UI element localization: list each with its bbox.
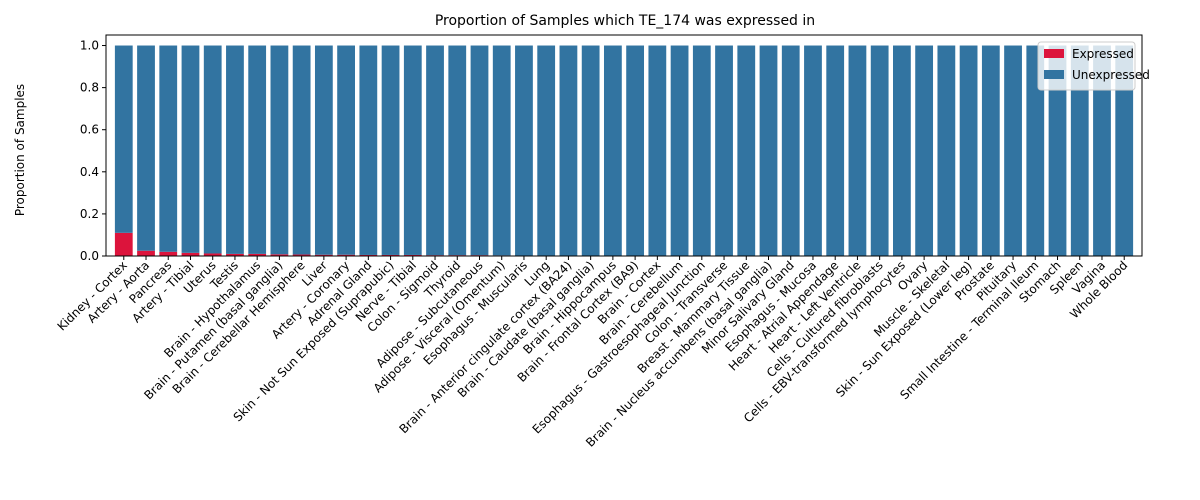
chart-title: Proportion of Samples which TE_174 was e… xyxy=(435,13,815,29)
bar-unexpressed xyxy=(337,45,355,255)
bar-unexpressed xyxy=(381,45,400,255)
bar-unexpressed xyxy=(181,45,200,253)
y-axis: 0.0 0.2 0.4 0.6 0.8 1.0 xyxy=(80,39,106,263)
bar-unexpressed xyxy=(1115,45,1134,257)
bar-unexpressed xyxy=(648,45,667,257)
bar-expressed xyxy=(403,254,422,256)
bar-unexpressed xyxy=(737,45,756,257)
bar-unexpressed xyxy=(292,45,311,255)
bar-expressed xyxy=(381,254,400,256)
bar-unexpressed xyxy=(603,45,622,257)
bar-expressed xyxy=(270,254,289,256)
bar-unexpressed xyxy=(626,45,645,257)
bar-unexpressed xyxy=(1048,45,1067,257)
y-tick-label: 0.8 xyxy=(80,81,99,95)
bar-unexpressed xyxy=(426,45,444,256)
bar-expressed xyxy=(114,232,133,256)
bar-unexpressed xyxy=(270,45,289,255)
y-tick-label: 0.2 xyxy=(80,207,99,221)
y-tick-label: 0.0 xyxy=(80,249,99,263)
bar-expressed xyxy=(359,254,378,256)
bar-unexpressed xyxy=(848,45,867,257)
bar-unexpressed xyxy=(537,45,556,257)
bar-unexpressed xyxy=(670,45,689,257)
bar-unexpressed xyxy=(826,45,845,257)
bar-expressed xyxy=(226,253,244,256)
bar-unexpressed xyxy=(715,45,733,257)
bar-unexpressed xyxy=(559,45,578,257)
bar-unexpressed xyxy=(470,45,489,256)
bar-unexpressed xyxy=(937,45,956,257)
legend-label: Unexpressed xyxy=(1072,68,1150,82)
legend-swatch xyxy=(1044,49,1064,58)
bar-expressed xyxy=(203,253,222,256)
bar-unexpressed xyxy=(314,45,333,255)
bar-unexpressed xyxy=(1093,45,1111,257)
bar-unexpressed xyxy=(893,45,911,257)
y-tick-label: 1.0 xyxy=(80,39,99,53)
bar-unexpressed xyxy=(981,45,1000,257)
y-axis-label: Proportion of Samples xyxy=(13,84,27,216)
bar-unexpressed xyxy=(870,45,889,257)
bar-unexpressed xyxy=(804,45,822,257)
bar-unexpressed xyxy=(114,45,133,233)
legend-swatch xyxy=(1044,70,1064,79)
bar-expressed xyxy=(137,250,155,256)
y-tick-label: 0.4 xyxy=(80,165,99,179)
legend: Expressed Unexpressed xyxy=(1037,41,1150,91)
bar-unexpressed xyxy=(226,45,244,254)
bar-unexpressed xyxy=(448,45,467,256)
bar-unexpressed xyxy=(137,45,155,251)
bar-unexpressed xyxy=(915,45,934,257)
bar-expressed xyxy=(159,251,178,256)
bar-unexpressed xyxy=(1070,45,1089,257)
bar-expressed xyxy=(181,252,200,256)
plot-frame xyxy=(105,34,1143,257)
bar-unexpressed xyxy=(203,45,222,254)
bar-unexpressed xyxy=(759,45,778,257)
bar-unexpressed xyxy=(492,45,511,256)
bar-expressed xyxy=(292,254,311,256)
bar-unexpressed xyxy=(403,45,422,255)
bar-expressed xyxy=(337,254,355,256)
legend-label: Expressed xyxy=(1072,47,1134,61)
bar-expressed xyxy=(314,254,333,256)
bar-unexpressed xyxy=(1004,45,1022,257)
bar-unexpressed xyxy=(159,45,178,252)
bar-unexpressed xyxy=(248,45,267,254)
bars-group xyxy=(114,45,1134,257)
bar-unexpressed xyxy=(692,45,711,257)
bar-unexpressed xyxy=(959,45,978,257)
bar-unexpressed xyxy=(1026,45,1045,257)
bar-unexpressed xyxy=(581,45,600,257)
bar-unexpressed xyxy=(515,45,533,257)
bar-unexpressed xyxy=(359,45,378,255)
bar-unexpressed xyxy=(781,45,800,257)
y-tick-label: 0.6 xyxy=(80,123,99,137)
bar-expressed xyxy=(248,253,267,256)
